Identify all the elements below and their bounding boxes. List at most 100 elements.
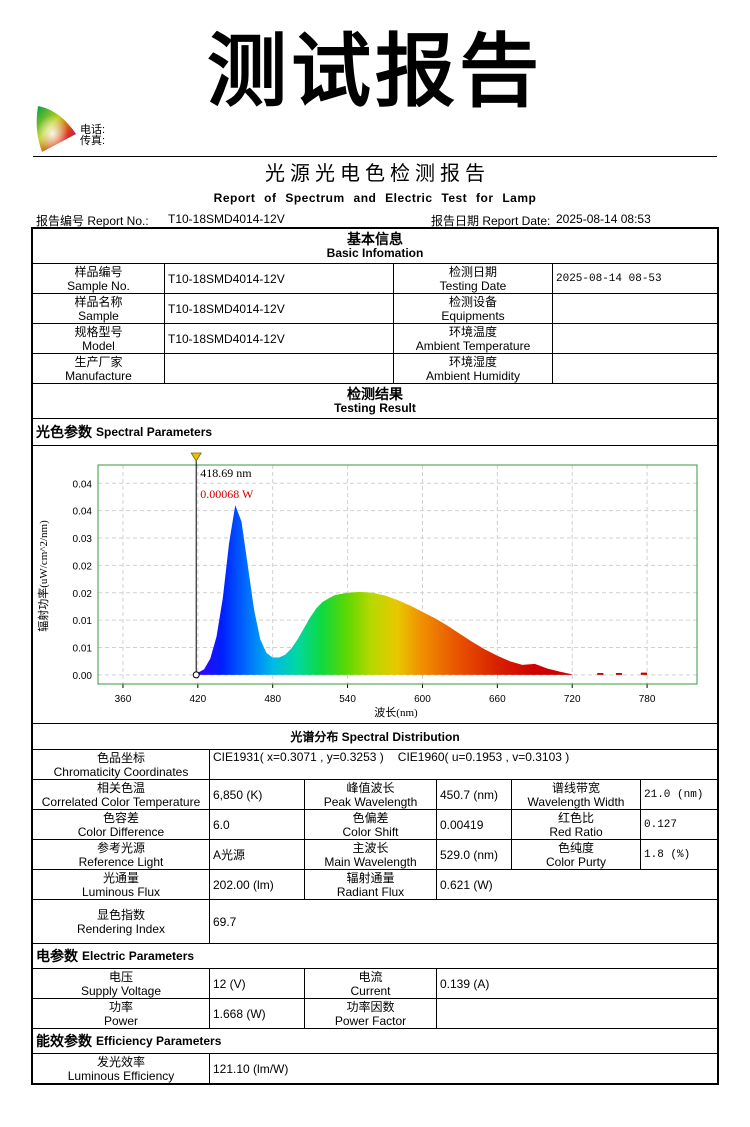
value-text: 6.0 bbox=[213, 817, 230, 832]
label-zh: 显色指数 bbox=[96, 907, 145, 922]
label-en: Red Ratio bbox=[549, 824, 603, 839]
fax-label: 传真: bbox=[80, 135, 106, 147]
phone-label: 电话: bbox=[80, 124, 106, 136]
x-tick-label: 660 bbox=[489, 694, 506, 705]
label-zh: 辐射通量 bbox=[346, 870, 395, 885]
report-table: 基本信息 Basic Infomation 样品编号 Sample No. T10-18… bbox=[31, 227, 719, 1085]
section-heading: 电参数 Electric Parameters bbox=[33, 944, 717, 968]
spectrum-chart: 0.00 0.01 0.01 0.02 0.02 0.03 0.04 0.04 360 420 48… bbox=[36, 452, 698, 719]
label-cell: 检测设备 Equipments bbox=[394, 294, 553, 323]
value-cell: 0.00419 bbox=[437, 810, 512, 839]
label-zh: 电流 bbox=[358, 969, 383, 984]
section-title: 光谱分布 Spectral Distribution bbox=[33, 724, 717, 749]
table-row: 色容差 Color Difference 6.0 色偏差 Color Shift 0.00… bbox=[33, 810, 717, 840]
label-en: Ambient Temperature bbox=[415, 338, 531, 353]
label-en: Sample bbox=[78, 308, 119, 323]
y-tick-label: 0.03 bbox=[73, 534, 93, 545]
label-en: Radiant Flux bbox=[336, 884, 405, 899]
section-title: 检测结果 Testing Result bbox=[33, 384, 717, 418]
value-text: 1.668 (W) bbox=[213, 1006, 266, 1021]
label-en: Chromaticity Coordinates bbox=[53, 764, 189, 779]
value-cell: 450.7 (nm) bbox=[437, 780, 512, 809]
section-heading-en: Spectral Parameters bbox=[96, 425, 213, 439]
value-cell: 2025-08-14 08-53 bbox=[553, 264, 717, 293]
value-text: 6,850 (K) bbox=[213, 787, 263, 802]
label-zh: 规格型号 bbox=[74, 324, 123, 339]
label-cell: 电压 Supply Voltage bbox=[33, 969, 210, 998]
label-zh: 功率因数 bbox=[346, 999, 395, 1014]
table-row: 相关色温 Correlated Color Temperature 6,850 (K… bbox=[33, 780, 717, 810]
value-text: 1.8 (%) bbox=[644, 848, 691, 861]
label-en: Color Purty bbox=[545, 854, 607, 869]
table-row: 规格型号 Model T10-18SMD4014-12V 环境温度 Ambient Te… bbox=[33, 324, 717, 354]
label-cell: 谱线带宽 Wavelength Width bbox=[512, 780, 641, 809]
label-en: Rendering Index bbox=[76, 921, 166, 936]
distribution-title: 光谱分布 Spectral Distribution bbox=[290, 729, 460, 744]
label-en: Luminous Flux bbox=[81, 884, 161, 899]
chart-cell: 0.00 0.01 0.01 0.02 0.02 0.03 0.04 0.04 360 420 48… bbox=[33, 446, 717, 723]
value-text: 0.00419 bbox=[440, 817, 484, 832]
section-title-zh: 检测结果 bbox=[347, 386, 403, 402]
report-date-label: 报告日期 Report Date: bbox=[431, 214, 551, 228]
value-text: CIE1960( u=0.1953 , v=0.3103 ) bbox=[397, 750, 570, 764]
label-cell: 功率 Power bbox=[33, 999, 210, 1028]
label-en: Color Shift bbox=[342, 824, 399, 839]
logo bbox=[36, 106, 76, 152]
label-cell: 检测日期 Testing Date bbox=[394, 264, 553, 293]
label-en: Reference Light bbox=[78, 854, 164, 869]
value-cell: T10-18SMD4014-12V bbox=[165, 264, 394, 293]
cursor-x-label: 418.69 nm bbox=[200, 466, 252, 480]
report-subtitle: Report of Spectrum and Electric Test for… bbox=[213, 191, 537, 205]
table-row: 功率 Power 1.668 (W) 功率因数 Power Factor bbox=[33, 999, 717, 1029]
value-text: A光源 bbox=[213, 847, 246, 862]
y-tick-label: 0.02 bbox=[73, 589, 93, 600]
y-tick-label: 0.02 bbox=[73, 561, 93, 572]
value-cell: 69.7 bbox=[210, 900, 717, 943]
report-no: T10-18SMD4014-12V bbox=[168, 212, 285, 226]
label-zh: 样品名称 bbox=[74, 294, 123, 309]
value-cell: 529.0 (nm) bbox=[437, 840, 512, 869]
value-cell: T10-18SMD4014-12V bbox=[165, 294, 394, 323]
table-row: 显色指数 Rendering Index 69.7 bbox=[33, 900, 717, 944]
value-text: CIE1931( x=0.3071 , y=0.3253 ) bbox=[213, 750, 384, 764]
label-cell: 规格型号 Model bbox=[33, 324, 165, 353]
label-en: Peak Wavelength bbox=[323, 794, 418, 809]
x-tick-label: 360 bbox=[115, 694, 132, 705]
y-axis-label: 辐射功率(uW/cm^2/nm) bbox=[36, 520, 50, 632]
label-cell: 功率因数 Power Factor bbox=[305, 999, 437, 1028]
label-cell: 环境湿度 Ambient Humidity bbox=[394, 354, 553, 383]
value-text: 0.127 bbox=[644, 818, 678, 831]
table-row: 光色参数 Spectral Parameters bbox=[33, 419, 717, 446]
label-cell: 色纯度 Color Purty bbox=[512, 840, 641, 869]
label-cell: 色品坐标 Chromaticity Coordinates bbox=[33, 750, 210, 779]
table-row: 电参数 Electric Parameters bbox=[33, 944, 717, 969]
x-tick-label: 780 bbox=[639, 694, 656, 705]
x-axis-label: 波长(nm) bbox=[374, 706, 418, 719]
value-cell: T10-18SMD4014-12V bbox=[165, 324, 394, 353]
value-cell: 1.668 (W) bbox=[210, 999, 305, 1028]
label-en: Testing Date bbox=[439, 278, 507, 293]
label-cell: 峰值波长 Peak Wavelength bbox=[305, 780, 437, 809]
value-cell bbox=[553, 324, 717, 353]
label-zh: 光通量 bbox=[102, 870, 139, 885]
value-cell: 0.621 (W) bbox=[437, 870, 717, 899]
table-row: 参考光源 Reference Light A光源 主波长 Main Wavelength… bbox=[33, 840, 717, 870]
value-cell: 202.00 (lm) bbox=[210, 870, 305, 899]
label-cell: 参考光源 Reference Light bbox=[33, 840, 210, 869]
y-tick-label: 0.00 bbox=[73, 671, 93, 682]
value-cell: 6,850 (K) bbox=[210, 780, 305, 809]
value-text: 69.7 bbox=[213, 914, 237, 929]
section-title-en: Basic Infomation bbox=[326, 246, 424, 260]
label-zh: 样品编号 bbox=[74, 264, 123, 279]
value-cell bbox=[165, 354, 394, 383]
label-cell: 光通量 Luminous Flux bbox=[33, 870, 210, 899]
label-zh: 环境温度 bbox=[448, 324, 497, 339]
value-cell: 12 (V) bbox=[210, 969, 305, 998]
label-cell: 显色指数 Rendering Index bbox=[33, 900, 210, 943]
table-row: 光谱分布 Spectral Distribution bbox=[33, 724, 717, 750]
label-en: Manufacture bbox=[65, 368, 132, 383]
report-title: 光 源 光 电 色 检 测 报 告 bbox=[265, 163, 485, 185]
value-cell bbox=[553, 354, 717, 383]
label-en: Wavelength Width bbox=[527, 794, 625, 809]
